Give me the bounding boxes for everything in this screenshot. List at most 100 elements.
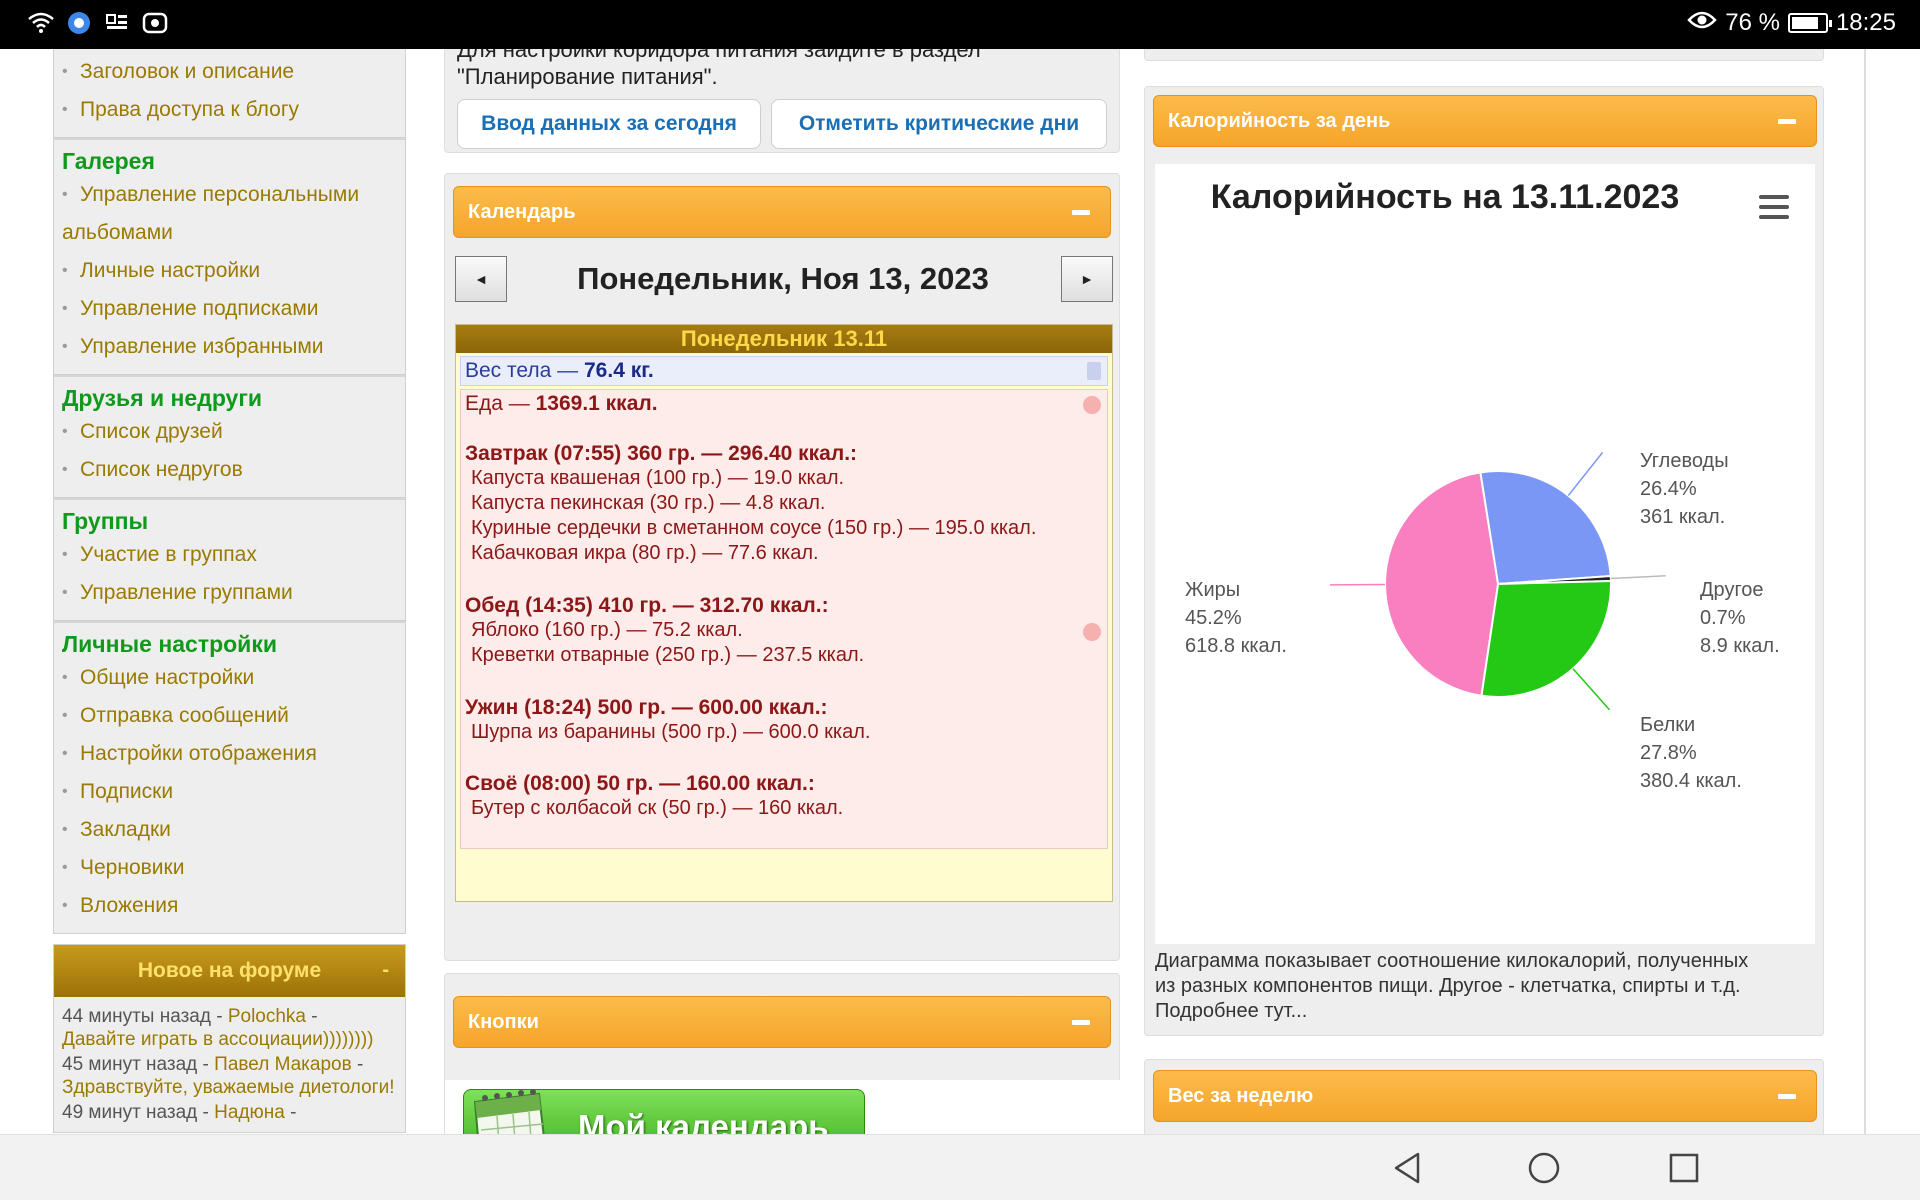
- back-icon[interactable]: [1390, 1150, 1426, 1186]
- pie-label-1-0: Другое: [1700, 579, 1764, 601]
- sidebar-heading[interactable]: Группы: [62, 508, 149, 534]
- page: Заголовок и описание Права доступа к бло…: [0, 49, 1920, 1134]
- pie-slice-0[interactable]: [1479, 470, 1612, 586]
- screen-record-icon: [142, 10, 168, 36]
- meal-item: Шурпа из баранины (500 гр.) — 600.0 ккал…: [471, 721, 871, 743]
- meal-item: Куриные сердечки в сметанном соусе (150 …: [471, 517, 1037, 539]
- home-icon[interactable]: [1526, 1150, 1562, 1186]
- pie-label-2-1: 27.8%: [1640, 742, 1697, 764]
- chart-menu-icon[interactable]: [1757, 192, 1791, 222]
- sidebar-item[interactable]: Управление персональными: [62, 176, 405, 214]
- food-block: Еда — 1369.1 ккал. Завтрак (07:55) 360 г…: [460, 389, 1108, 849]
- meal-title[interactable]: Своё (08:00) 50 гр. — 160.00 ккал.:: [465, 772, 815, 795]
- sidebar-item[interactable]: Управление избранными: [62, 328, 405, 366]
- pie-connector-2: [1572, 668, 1610, 711]
- pie-label-1-2: 8.9 ккал.: [1700, 635, 1780, 657]
- forum-posts: 44 минуты назад - Polochka - Давайте игр…: [54, 997, 405, 1132]
- calendar-title: Календарь: [468, 200, 576, 223]
- calendar-icon: [459, 1080, 555, 1134]
- sidebar-item[interactable]: Управление группами: [62, 574, 405, 612]
- chart-title: Калорийность на 13.11.2023: [1210, 178, 1680, 216]
- weight-week-title: Вес за неделю: [1168, 1084, 1314, 1107]
- meal-title[interactable]: Ужин (18:24) 500 гр. — 600.00 ккал.:: [465, 696, 828, 719]
- meal-item: Яблоко (160 гр.) — 75.2 ккал.: [471, 619, 743, 641]
- sidebar-blog-block: Заголовок и описание Права доступа к бло…: [53, 49, 406, 138]
- apple-icon[interactable]: [1083, 623, 1101, 641]
- sidebar-item[interactable]: Подписки: [62, 773, 405, 811]
- meal-breakfast: Завтрак (07:55) 360 гр. — 296.40 ккал.: …: [465, 441, 1103, 566]
- sidebar-item[interactable]: альбомами: [62, 221, 173, 244]
- weight-week-minimize-button[interactable]: [1778, 1094, 1796, 1099]
- sidebar-item[interactable]: Личные настройки: [62, 252, 405, 290]
- forum-post-time: 44 минуты назад -: [62, 1006, 228, 1027]
- enter-today-button[interactable]: Ввод данных за сегодня: [457, 99, 761, 149]
- page-border: [1864, 49, 1866, 1134]
- description-more-link[interactable]: Подробнее тут...: [1155, 1000, 1308, 1022]
- sidebar-item[interactable]: Права доступа к блогу: [62, 91, 405, 129]
- next-day-button[interactable]: ►: [1061, 256, 1113, 302]
- sidebar-item[interactable]: Черновики: [62, 849, 405, 887]
- pie-slice-2[interactable]: [1480, 579, 1612, 698]
- sidebar-heading[interactable]: Друзья и недруги: [62, 385, 263, 411]
- forum-post-text[interactable]: Здравствуйте, уважаемые диетологи!: [62, 1077, 395, 1098]
- forum-post-user[interactable]: Павел Макаров: [214, 1054, 352, 1075]
- sidebar-item[interactable]: Список недругов: [62, 451, 405, 489]
- forum-minimize-button[interactable]: -: [382, 959, 389, 981]
- weight-value: 76.4 кг.: [584, 359, 654, 382]
- sidebar-item[interactable]: Список друзей: [62, 413, 405, 451]
- calories-minimize-button[interactable]: [1778, 119, 1796, 124]
- weight-week-panel: Вес за неделю: [1144, 1059, 1824, 1134]
- prev-day-button[interactable]: ◄: [455, 256, 507, 302]
- mark-critical-days-button[interactable]: Отметить критические дни: [771, 99, 1107, 149]
- right-top-panel: [1144, 49, 1824, 61]
- meal-title[interactable]: Обед (14:35) 410 гр. — 312.70 ккал.:: [465, 594, 829, 617]
- meal-title[interactable]: Завтрак (07:55) 360 гр. — 296.40 ккал.:: [465, 442, 858, 465]
- pie-chart: Углеводы 26.4% 361 ккал. Другое 0.7% 8.9 ккал…: [1185, 450, 1780, 792]
- sidebar-section-groups: Группы Участие в группах Управление груп…: [53, 498, 406, 621]
- buttons-panel: Кнопки Мой календарь: [444, 973, 1121, 1134]
- calendar-minimize-button[interactable]: [1072, 210, 1090, 215]
- recents-icon[interactable]: [1666, 1150, 1702, 1186]
- sidebar-item[interactable]: Заголовок и описание: [62, 53, 405, 91]
- food-label: Еда —: [465, 392, 536, 415]
- calories-title: Калорийность за день: [1168, 109, 1391, 132]
- sidebar-item[interactable]: Отправка сообщений: [62, 697, 405, 735]
- pie-label-3-2: 618.8 ккал.: [1185, 635, 1287, 657]
- sidebar: Заголовок и описание Права доступа к бло…: [53, 49, 406, 1134]
- forum-post-user[interactable]: Polochka: [227, 1006, 306, 1027]
- pie-label-2-2: 380.4 ккал.: [1640, 770, 1742, 792]
- clock: 18:25: [1835, 9, 1896, 36]
- sidebar-item[interactable]: Вложения: [62, 887, 405, 925]
- forum-post-user[interactable]: Надюна: [214, 1102, 285, 1123]
- weight-label: Вес тела —: [465, 359, 584, 382]
- sidebar-heading[interactable]: Личные настройки: [62, 631, 277, 657]
- calendar-panel: Календарь ◄ Понедельник, Ноя 13, 2023 ► …: [444, 173, 1120, 961]
- pie-connector-0: [1567, 452, 1604, 496]
- sidebar-item[interactable]: Закладки: [62, 811, 405, 849]
- sidebar-item[interactable]: Участие в группах: [62, 536, 405, 574]
- forum-post-text[interactable]: Давайте играть в ассоциации)))))))): [62, 1029, 374, 1050]
- pie-label-3-0: Жиры: [1185, 579, 1240, 601]
- buttons-area: Мой календарь: [445, 1080, 1121, 1134]
- apple-icon[interactable]: [1083, 396, 1101, 414]
- browser-icon: [66, 10, 92, 36]
- pie-slice-3[interactable]: [1384, 471, 1500, 697]
- forum-header: Новое на форуме -: [54, 945, 405, 997]
- sidebar-item[interactable]: Общие настройки: [62, 659, 405, 697]
- wifi-icon: [28, 10, 54, 36]
- app-icon: [104, 10, 130, 36]
- scale-icon: [1087, 362, 1101, 380]
- sidebar-item[interactable]: Управление подписками: [62, 290, 405, 328]
- weight-row[interactable]: Вес тела — 76.4 кг.: [460, 356, 1108, 386]
- pie-label-3-1: 45.2%: [1185, 607, 1242, 629]
- meal-custom: Своё (08:00) 50 гр. — 160.00 ккал.: Буте…: [465, 771, 1103, 821]
- sidebar-heading[interactable]: Галерея: [62, 148, 155, 174]
- sidebar-item[interactable]: Настройки отображения: [62, 735, 405, 773]
- navigation-bar: [0, 1134, 1920, 1200]
- pie-connector-1: [1610, 575, 1666, 580]
- my-calendar-label: Мой календарь: [578, 1108, 829, 1134]
- day-card: Понедельник 13.11 Вес тела — 76.4 кг. Ед…: [455, 324, 1113, 902]
- meal-item: Креветки отварные (250 гр.) — 237.5 ккал…: [471, 644, 865, 666]
- buttons-minimize-button[interactable]: [1072, 1020, 1090, 1025]
- intro-line: Для настройки коридора питания зайдите в…: [457, 49, 981, 62]
